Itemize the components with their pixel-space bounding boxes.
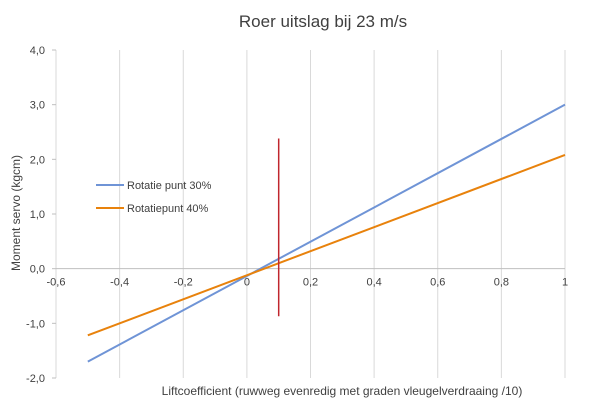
x-tick-label: 0 [244, 277, 250, 289]
x-tick-label: 0,2 [303, 277, 318, 289]
x-tick-label: -0,2 [174, 277, 193, 289]
x-tick-label: -0,6 [47, 277, 66, 289]
grid-lines [55, 50, 566, 378]
legend: Rotatie punt 30% Rotatiepunt 40% [96, 180, 212, 215]
axes [52, 49, 565, 379]
x-tick-label: 0,4 [366, 277, 381, 289]
chart-title: Roer uitslag bij 23 m/s [239, 12, 407, 31]
x-axis-label: Liftcoefficient (ruwweg evenredig met gr… [162, 384, 523, 398]
y-tick-label: 0,0 [30, 264, 45, 276]
x-tick-label: 1 [562, 277, 568, 289]
legend-label: Rotatiepunt 40% [127, 203, 209, 215]
x-tick-label: 0,8 [494, 277, 509, 289]
series-layer [87, 103, 566, 363]
y-tick-label: 3,0 [30, 100, 45, 112]
x-tick-label: -0,4 [110, 277, 129, 289]
y-axis-label: Moment servo (kgcm) [9, 155, 23, 271]
y-tick-label: 2,0 [30, 154, 45, 166]
y-tick-label: 4,0 [30, 45, 45, 57]
series-line [87, 154, 566, 337]
legend-label: Rotatie punt 30% [127, 180, 212, 192]
tick-labels: -0,6 -0,4 -0,2 0 0,2 0,4 0,6 0,8 1 -2,0 -1,0 0,0 1,0… [26, 45, 568, 385]
y-tick-label: -2,0 [26, 373, 45, 385]
y-tick-label: 1,0 [30, 209, 45, 221]
series-line [87, 103, 566, 363]
x-tick-label: 0,6 [430, 277, 445, 289]
y-tick-label: -1,0 [26, 318, 45, 330]
